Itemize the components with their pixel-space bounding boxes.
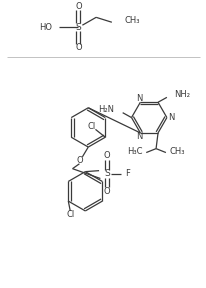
Text: F: F: [124, 169, 129, 178]
Text: S: S: [104, 169, 109, 178]
Text: Cl: Cl: [66, 210, 74, 219]
Text: O: O: [103, 151, 110, 160]
Text: N: N: [167, 113, 173, 122]
Text: N: N: [136, 132, 142, 141]
Text: O: O: [75, 2, 81, 11]
Text: HO: HO: [39, 23, 52, 32]
Text: O: O: [103, 187, 110, 196]
Text: Cl: Cl: [87, 122, 95, 131]
Text: N: N: [136, 94, 142, 103]
Text: S: S: [75, 23, 81, 32]
Text: CH₃: CH₃: [169, 147, 184, 156]
Text: H₂N: H₂N: [97, 105, 113, 114]
Text: O: O: [76, 156, 82, 165]
Text: H₃C: H₃C: [126, 147, 142, 156]
Text: CH₃: CH₃: [124, 16, 139, 25]
Text: O: O: [75, 43, 81, 52]
Text: NH₂: NH₂: [173, 90, 189, 99]
